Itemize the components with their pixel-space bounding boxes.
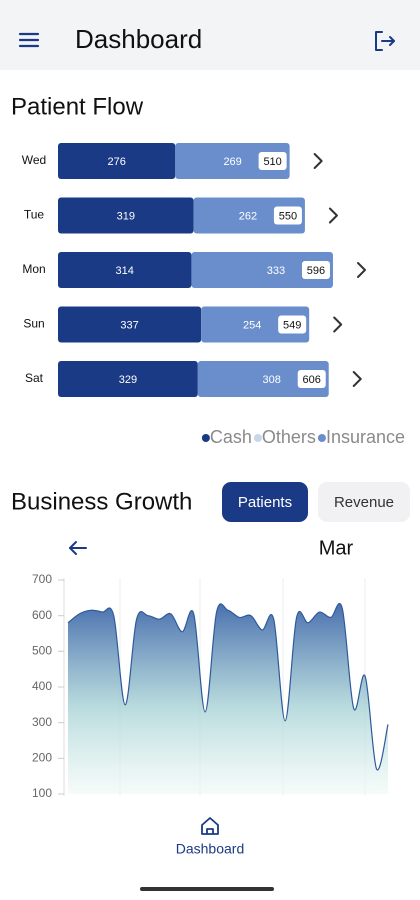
day-label: Sat [25, 371, 44, 385]
total-badge [278, 315, 307, 334]
section-title: Business Growth [11, 488, 192, 515]
month-label: Mar [319, 537, 354, 559]
y-tick-label: 500 [32, 644, 52, 658]
total-badge [258, 152, 287, 170]
tab-label[interactable]: Revenue [334, 494, 394, 511]
row-chevron[interactable] [313, 153, 323, 169]
back-arrow[interactable] [69, 541, 87, 555]
y-tick-label: 600 [32, 608, 52, 622]
legend-dot [201, 434, 210, 442]
nav-label[interactable]: Dashboard [176, 841, 245, 857]
y-tick-label: 200 [32, 751, 52, 765]
bar-segment [58, 197, 194, 234]
bar-segment [58, 143, 176, 179]
bar-segment [58, 306, 202, 343]
area-line [67, 602, 389, 771]
row-chevron[interactable] [333, 316, 343, 333]
section-title: Patient Flow [11, 93, 144, 120]
bar-value-label: 269 [223, 156, 241, 168]
legend-label: Others [262, 427, 316, 447]
total-label: 596 [307, 265, 325, 277]
page-title: Dashboard [75, 24, 202, 54]
bar-segment [197, 361, 329, 397]
day-label: Tue [24, 208, 45, 222]
bar-segment [58, 252, 192, 288]
row-chevron[interactable] [328, 207, 338, 224]
y-tick-label: 400 [32, 679, 52, 693]
bar-value-label: 254 [243, 319, 261, 331]
bar-value-label: 262 [239, 210, 257, 222]
legend-label: Cash [210, 427, 252, 447]
home-icon[interactable] [201, 817, 219, 835]
legend-label: Insurance [326, 427, 405, 447]
area-fill [68, 603, 388, 794]
total-label: 550 [279, 210, 297, 222]
row-chevron[interactable] [356, 262, 366, 278]
legend-dot [317, 434, 326, 442]
bar-value-label: 276 [107, 156, 125, 168]
bar-segment [191, 252, 333, 288]
menu-button[interactable] [18, 32, 40, 48]
bar-segment [58, 361, 198, 397]
bar-value-label: 314 [116, 265, 134, 277]
day-label: Sun [23, 317, 44, 331]
day-label: Mon [22, 262, 45, 276]
home-indicator [140, 887, 274, 891]
tab-revenue[interactable] [318, 482, 410, 522]
y-tick-label: 300 [32, 715, 52, 729]
total-label: 549 [283, 319, 301, 331]
bar-value-label: 333 [267, 265, 285, 277]
bar-value-label: 329 [119, 374, 137, 386]
bar-value-label: 308 [263, 374, 281, 386]
tab-patients[interactable] [222, 482, 308, 522]
app-bar [0, 0, 420, 70]
total-badge [301, 261, 330, 279]
tab-label[interactable]: Patients [238, 494, 292, 511]
total-badge [273, 206, 302, 225]
total-label: 510 [263, 156, 281, 168]
row-chevron[interactable] [352, 371, 362, 387]
y-tick-label: 700 [32, 572, 52, 586]
logout-button[interactable] [375, 31, 395, 51]
bar-segment [175, 143, 290, 179]
bar-value-label: 319 [117, 210, 135, 222]
day-label: Wed [22, 153, 46, 167]
legend-dot [253, 434, 262, 442]
bar-value-label: 337 [120, 319, 138, 331]
y-tick-label: 100 [32, 786, 52, 800]
total-badge [297, 370, 326, 388]
total-label: 606 [303, 374, 321, 386]
